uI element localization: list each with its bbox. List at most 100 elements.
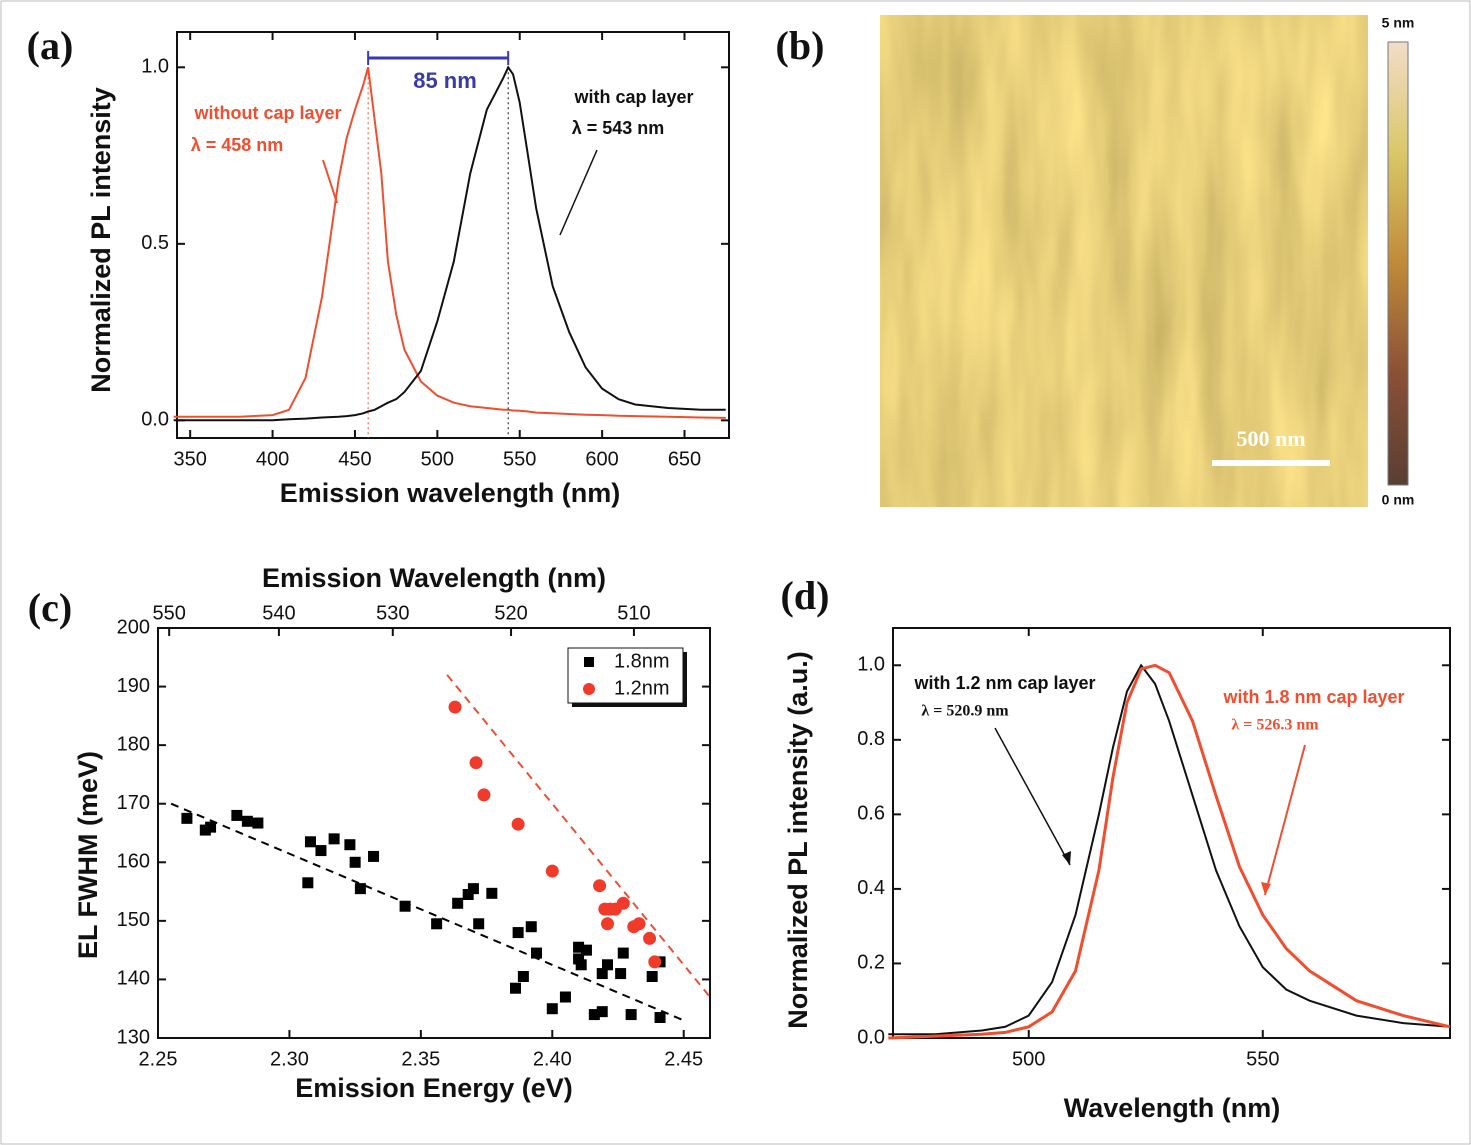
- point: [467, 883, 479, 895]
- line: [888, 663, 1451, 1036]
- x-tick-label: 350: [173, 448, 206, 470]
- annotation: 85 nm: [413, 68, 477, 93]
- x2-tick-label: 540: [262, 602, 295, 624]
- point: [643, 931, 657, 945]
- point: [545, 864, 559, 878]
- point: [302, 877, 314, 889]
- point: [315, 845, 327, 857]
- point: [648, 955, 662, 969]
- x-axis-label: Emission wavelength (nm): [280, 478, 621, 508]
- point: [452, 897, 464, 909]
- point: [646, 971, 658, 982]
- annotation: with 1.2 nm cap layer: [913, 673, 1095, 693]
- x2-tick-label: 550: [152, 602, 185, 624]
- plot-frame: [892, 627, 1451, 1039]
- y-tick-label: 0.0: [857, 1026, 885, 1048]
- annotation: with cap layer: [573, 87, 693, 107]
- panel-label: (b): [776, 23, 825, 68]
- point: [593, 879, 607, 893]
- x-tick-label: 500: [421, 448, 454, 470]
- line: [173, 67, 726, 419]
- annotation: λ = 458 nm: [191, 135, 284, 155]
- point: [431, 918, 443, 930]
- annotation: λ = 543 nm: [572, 118, 665, 138]
- point: [615, 968, 627, 980]
- legend-marker: [583, 683, 595, 695]
- annotation: with 1.8 nm cap layer: [1222, 687, 1404, 707]
- arrow: [322, 159, 338, 204]
- point: [531, 947, 543, 959]
- x-axis-label: Emission Energy (eV): [295, 1073, 573, 1103]
- panel-label: (a): [27, 23, 74, 68]
- x2-tick-label: 520: [494, 602, 527, 624]
- x-tick-label: 650: [668, 448, 701, 470]
- point: [181, 812, 193, 824]
- point: [231, 809, 243, 821]
- point: [512, 927, 524, 939]
- point: [616, 896, 630, 910]
- y-tick-label: 140: [117, 968, 150, 990]
- point: [368, 850, 380, 862]
- point: [328, 833, 340, 845]
- point: [625, 1009, 637, 1021]
- y-tick-label: 150: [117, 909, 150, 931]
- y-axis-label: Normalized PL intensity: [86, 87, 116, 393]
- arrow: [994, 727, 1071, 866]
- point: [559, 991, 571, 1003]
- point: [448, 700, 462, 714]
- point: [573, 941, 585, 953]
- point: [509, 982, 521, 994]
- point: [511, 817, 525, 831]
- y-tick-label: 1.0: [857, 654, 885, 676]
- point: [596, 968, 608, 980]
- legend-label: 1.2nm: [614, 677, 670, 699]
- point: [486, 887, 498, 899]
- arrow: [1264, 744, 1306, 896]
- panel-label: (d): [781, 573, 830, 618]
- point: [601, 959, 613, 971]
- panel-label: (c): [28, 585, 72, 630]
- y-axis-label: EL FWHM (meV): [73, 751, 103, 959]
- point: [600, 917, 614, 931]
- colorbar-label: 0 nm: [1382, 492, 1415, 508]
- x2-tick-label: 510: [617, 602, 650, 624]
- colorbar-label: 5 nm: [1382, 15, 1415, 31]
- y-tick-label: 0.6: [857, 803, 885, 825]
- point: [304, 836, 316, 848]
- x-tick-label: 400: [256, 448, 289, 470]
- point: [462, 889, 474, 900]
- point: [399, 900, 411, 912]
- point: [573, 953, 585, 965]
- annotation: λ = 520.9 nm: [921, 703, 1009, 720]
- point: [344, 839, 356, 851]
- point: [354, 883, 366, 895]
- x-tick-label: 600: [585, 448, 618, 470]
- arrow-head: [1062, 851, 1071, 865]
- line: [888, 663, 1451, 1040]
- y-axis-label: Normalized PL intensity (a.u.): [783, 651, 813, 1029]
- arrow-head: [1261, 882, 1271, 895]
- scale-bar-label: 500 nm: [1236, 426, 1305, 451]
- annotation: without cap layer: [193, 103, 341, 123]
- x2-axis-label: Emission Wavelength (nm): [262, 563, 606, 593]
- y-tick-label: 0.2: [857, 952, 885, 974]
- annotation: λ = 526.3 nm: [1231, 717, 1319, 734]
- point: [575, 959, 587, 971]
- line: [173, 65, 726, 422]
- point: [477, 788, 491, 802]
- arrow: [559, 149, 598, 236]
- point: [241, 815, 253, 827]
- point: [525, 921, 537, 933]
- x-tick-label: 2.30: [270, 1048, 309, 1070]
- plot-frame: [157, 627, 711, 1039]
- legend-marker: [584, 657, 594, 667]
- x-tick-label: 550: [503, 448, 536, 470]
- point: [349, 856, 361, 868]
- point: [469, 756, 483, 770]
- y-tick-label: 200: [117, 616, 150, 638]
- x2-tick-label: 530: [376, 602, 409, 624]
- x-axis-label: Wavelength (nm): [1064, 1093, 1281, 1123]
- colorbar: [1387, 41, 1409, 486]
